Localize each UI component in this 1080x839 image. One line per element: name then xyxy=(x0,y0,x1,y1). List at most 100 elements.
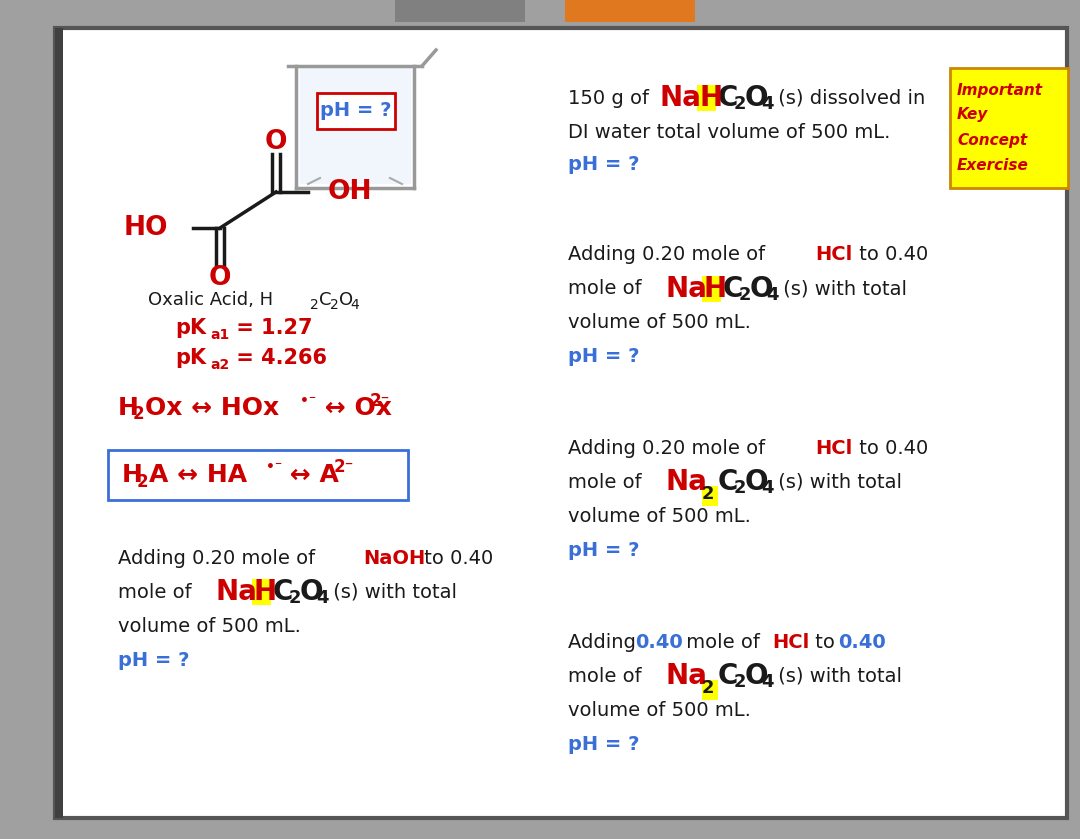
Text: Na: Na xyxy=(665,468,707,496)
Text: H: H xyxy=(699,84,723,112)
Bar xyxy=(702,680,718,700)
Text: 4: 4 xyxy=(316,589,328,607)
Text: 0.40: 0.40 xyxy=(635,633,683,652)
Text: 2⁻: 2⁻ xyxy=(370,392,390,410)
Text: (s) with total: (s) with total xyxy=(772,472,902,492)
Text: pH = ?: pH = ? xyxy=(321,102,392,121)
Bar xyxy=(702,486,718,506)
Text: C: C xyxy=(718,468,739,496)
Text: mole of: mole of xyxy=(118,582,198,602)
Bar xyxy=(318,93,395,129)
Text: •⁻: •⁻ xyxy=(266,460,282,474)
Text: Adding 0.20 mole of: Adding 0.20 mole of xyxy=(118,549,322,567)
Text: O: O xyxy=(745,662,769,690)
Text: Adding 0.20 mole of: Adding 0.20 mole of xyxy=(568,246,771,264)
Text: 2: 2 xyxy=(702,679,715,697)
Text: 4: 4 xyxy=(761,479,773,497)
Text: H: H xyxy=(118,396,139,420)
Text: volume of 500 mL.: volume of 500 mL. xyxy=(568,314,751,332)
Text: Concept: Concept xyxy=(957,133,1027,148)
Text: O: O xyxy=(208,265,231,291)
Text: NaOH: NaOH xyxy=(363,549,426,567)
Text: Adding 0.20 mole of: Adding 0.20 mole of xyxy=(568,439,771,457)
Text: 2⁻: 2⁻ xyxy=(334,458,354,476)
Text: pK: pK xyxy=(175,318,206,338)
Text: ↔ Ox: ↔ Ox xyxy=(316,396,392,420)
Text: Exercise: Exercise xyxy=(957,158,1029,173)
Text: 2: 2 xyxy=(734,479,746,497)
Text: O: O xyxy=(339,291,353,309)
Text: HCl: HCl xyxy=(815,246,852,264)
Text: O: O xyxy=(745,84,769,112)
Text: a1: a1 xyxy=(210,328,229,342)
Text: (s) with total: (s) with total xyxy=(772,666,902,685)
Text: 2: 2 xyxy=(739,286,752,304)
Text: mole of: mole of xyxy=(568,666,648,685)
Text: to: to xyxy=(809,633,841,652)
Bar xyxy=(697,85,716,111)
Text: 4: 4 xyxy=(761,673,773,691)
Text: •⁻: •⁻ xyxy=(300,394,316,408)
Text: H: H xyxy=(254,578,278,606)
Text: pH = ?: pH = ? xyxy=(118,650,189,670)
Text: a2: a2 xyxy=(210,358,229,372)
Text: O: O xyxy=(750,275,773,303)
Text: A ↔ HA: A ↔ HA xyxy=(149,463,247,487)
Text: (s) with total: (s) with total xyxy=(777,279,907,299)
Text: O: O xyxy=(300,578,324,606)
Text: to 0.40: to 0.40 xyxy=(418,549,494,567)
Text: Key: Key xyxy=(957,107,988,122)
Text: pH = ?: pH = ? xyxy=(568,540,639,560)
Polygon shape xyxy=(300,66,410,183)
Text: 2: 2 xyxy=(330,298,339,312)
Text: C: C xyxy=(273,578,294,606)
Text: 4: 4 xyxy=(766,286,779,304)
Text: HCl: HCl xyxy=(772,633,809,652)
Bar xyxy=(565,0,696,22)
Text: 2: 2 xyxy=(734,95,746,113)
Text: ↔ A: ↔ A xyxy=(281,463,339,487)
Text: C: C xyxy=(718,662,739,690)
Text: DI water total volume of 500 mL.: DI water total volume of 500 mL. xyxy=(568,122,890,142)
Text: = 1.27: = 1.27 xyxy=(229,318,312,338)
Text: OH: OH xyxy=(328,179,373,205)
Text: to 0.40: to 0.40 xyxy=(853,439,928,457)
Text: Na: Na xyxy=(215,578,257,606)
Text: volume of 500 mL.: volume of 500 mL. xyxy=(568,507,751,525)
Text: 2: 2 xyxy=(289,589,301,607)
Bar xyxy=(55,28,63,818)
Bar xyxy=(702,276,721,302)
Text: pH = ?: pH = ? xyxy=(568,347,639,367)
Text: (s) dissolved in: (s) dissolved in xyxy=(772,88,926,107)
Text: H: H xyxy=(704,275,727,303)
Text: 0.40: 0.40 xyxy=(838,633,886,652)
Text: O: O xyxy=(265,129,287,155)
Text: H: H xyxy=(122,463,143,487)
Text: 2: 2 xyxy=(702,485,715,503)
Text: C: C xyxy=(718,84,739,112)
Text: Important: Important xyxy=(957,82,1043,97)
Text: mole of: mole of xyxy=(680,633,766,652)
Text: 2: 2 xyxy=(310,298,319,312)
Text: Adding: Adding xyxy=(568,633,643,652)
Text: O: O xyxy=(745,468,769,496)
Text: Oxalic Acid, H: Oxalic Acid, H xyxy=(148,291,273,309)
Text: pK: pK xyxy=(175,348,206,368)
Bar xyxy=(395,0,525,22)
Text: pH = ?: pH = ? xyxy=(568,155,639,175)
Bar xyxy=(108,450,408,500)
Text: Na: Na xyxy=(665,275,707,303)
Text: 150 g of: 150 g of xyxy=(568,88,656,107)
Bar xyxy=(950,68,1068,188)
Bar xyxy=(252,579,271,605)
Text: Na: Na xyxy=(660,84,702,112)
Text: 4: 4 xyxy=(761,95,773,113)
Text: to 0.40: to 0.40 xyxy=(853,246,928,264)
Text: HO: HO xyxy=(123,215,168,241)
Text: pH = ?: pH = ? xyxy=(568,734,639,753)
Text: 2: 2 xyxy=(734,673,746,691)
Text: C: C xyxy=(319,291,332,309)
Text: C: C xyxy=(723,275,743,303)
Text: Ox ↔ HOx: Ox ↔ HOx xyxy=(145,396,279,420)
Text: volume of 500 mL.: volume of 500 mL. xyxy=(568,701,751,720)
